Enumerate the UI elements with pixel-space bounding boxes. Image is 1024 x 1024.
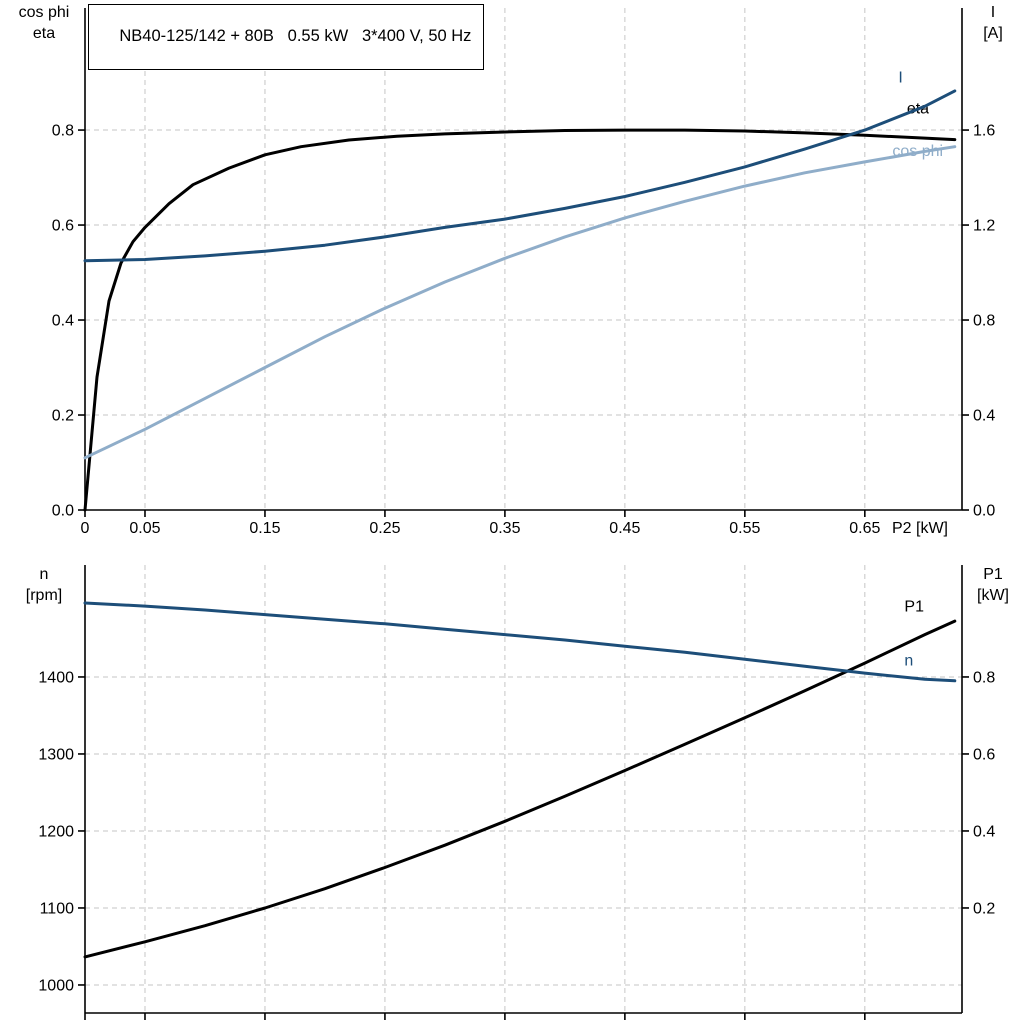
bottom-chart-left-axis-title: n [rpm]	[6, 564, 82, 606]
bottom-axes	[84, 565, 963, 1014]
axis-label-current-unit: [A]	[983, 25, 1003, 42]
bottom-chart-right-axis-title: P1 [kW]	[966, 564, 1020, 606]
left-tick-label: 0.8	[52, 123, 74, 140]
bottom-ticks: 1000 1100 1200 1300 1400 0.2 0.4 0.6 0.8	[38, 669, 995, 1020]
right-tick-label: 0.0	[973, 503, 995, 520]
P1-curve	[83, 619, 957, 959]
x-axis-label: P2 [kW]	[892, 520, 948, 537]
P1-curve-label: P1	[904, 599, 924, 616]
top-gridlines	[85, 8, 962, 510]
right-tick-label: 0.6	[973, 746, 995, 763]
right-tick-label: 1.6	[973, 123, 995, 140]
x-tick-label: 0	[81, 520, 90, 537]
axis-label-p1-unit: [kW]	[977, 587, 1009, 604]
cos-phi-curve-label: cos phi	[892, 143, 943, 160]
top-chart-left-axis-title: cos phi eta	[6, 2, 82, 44]
top-chart-right-axis-title: I [A]	[966, 2, 1020, 44]
bottom-gridlines	[85, 565, 962, 1013]
x-tick-label: 0.65	[849, 520, 880, 537]
chart-title-box: NB40-125/142 + 80B 0.55 kW 3*400 V, 50 H…	[88, 4, 485, 70]
x-tick-label: 0.35	[489, 520, 520, 537]
x-tick-label: 0.45	[609, 520, 640, 537]
left-tick-label: 0.2	[52, 408, 74, 425]
left-tick-label: 1000	[38, 977, 74, 994]
I-curve-label: I	[898, 70, 902, 87]
chart-title: NB40-125/142 + 80B 0.55 kW 3*400 V, 50 H…	[119, 27, 472, 45]
right-tick-label: 1.2	[973, 218, 995, 235]
x-tick-label: 0.05	[129, 520, 160, 537]
right-tick-label: 0.4	[973, 823, 995, 840]
x-tick-label: 0.15	[249, 520, 280, 537]
top-chart: 0.0 0.2 0.4 0.6 0.8 0.0 0.4 0.8 1.2 1.6 0 0.05 0.15 0…	[52, 8, 996, 537]
right-tick-label: 0.8	[973, 669, 995, 686]
eta-curve	[83, 128, 957, 512]
right-tick-label: 0.2	[973, 900, 995, 917]
axis-label-current: I	[990, 4, 996, 21]
right-tick-label: 0.4	[973, 408, 995, 425]
n-curve	[83, 601, 957, 683]
axis-label-eta: eta	[32, 25, 56, 42]
cos-phi-curve	[83, 145, 957, 460]
x-tick-label: 0.25	[369, 520, 400, 537]
left-tick-label: 0.4	[52, 313, 74, 330]
top-ticks: 0.0 0.2 0.4 0.6 0.8 0.0 0.4 0.8 1.2 1.6 0 0.05 0.15 0…	[52, 123, 996, 537]
I-curve	[83, 89, 957, 263]
left-tick-label: 1100	[40, 900, 75, 917]
axis-label-p1: P1	[983, 566, 1003, 583]
axis-label-cos-phi: cos phi	[18, 4, 70, 21]
x-tick-label: 0.55	[729, 520, 760, 537]
left-tick-label: 0.0	[52, 503, 74, 520]
left-tick-label: 1300	[38, 746, 74, 763]
axis-label-speed-unit: [rpm]	[25, 587, 63, 604]
left-tick-label: 1200	[38, 823, 74, 840]
axis-label-speed: n	[39, 566, 49, 583]
n-curve-label: n	[904, 652, 913, 669]
left-tick-label: 1400	[38, 669, 74, 686]
right-tick-label: 0.8	[973, 313, 995, 330]
bottom-chart: 1000 1100 1200 1300 1400 0.2 0.4 0.6 0.8 P1 n	[38, 565, 995, 1020]
left-tick-label: 0.6	[52, 218, 74, 235]
top-axes	[84, 8, 963, 511]
